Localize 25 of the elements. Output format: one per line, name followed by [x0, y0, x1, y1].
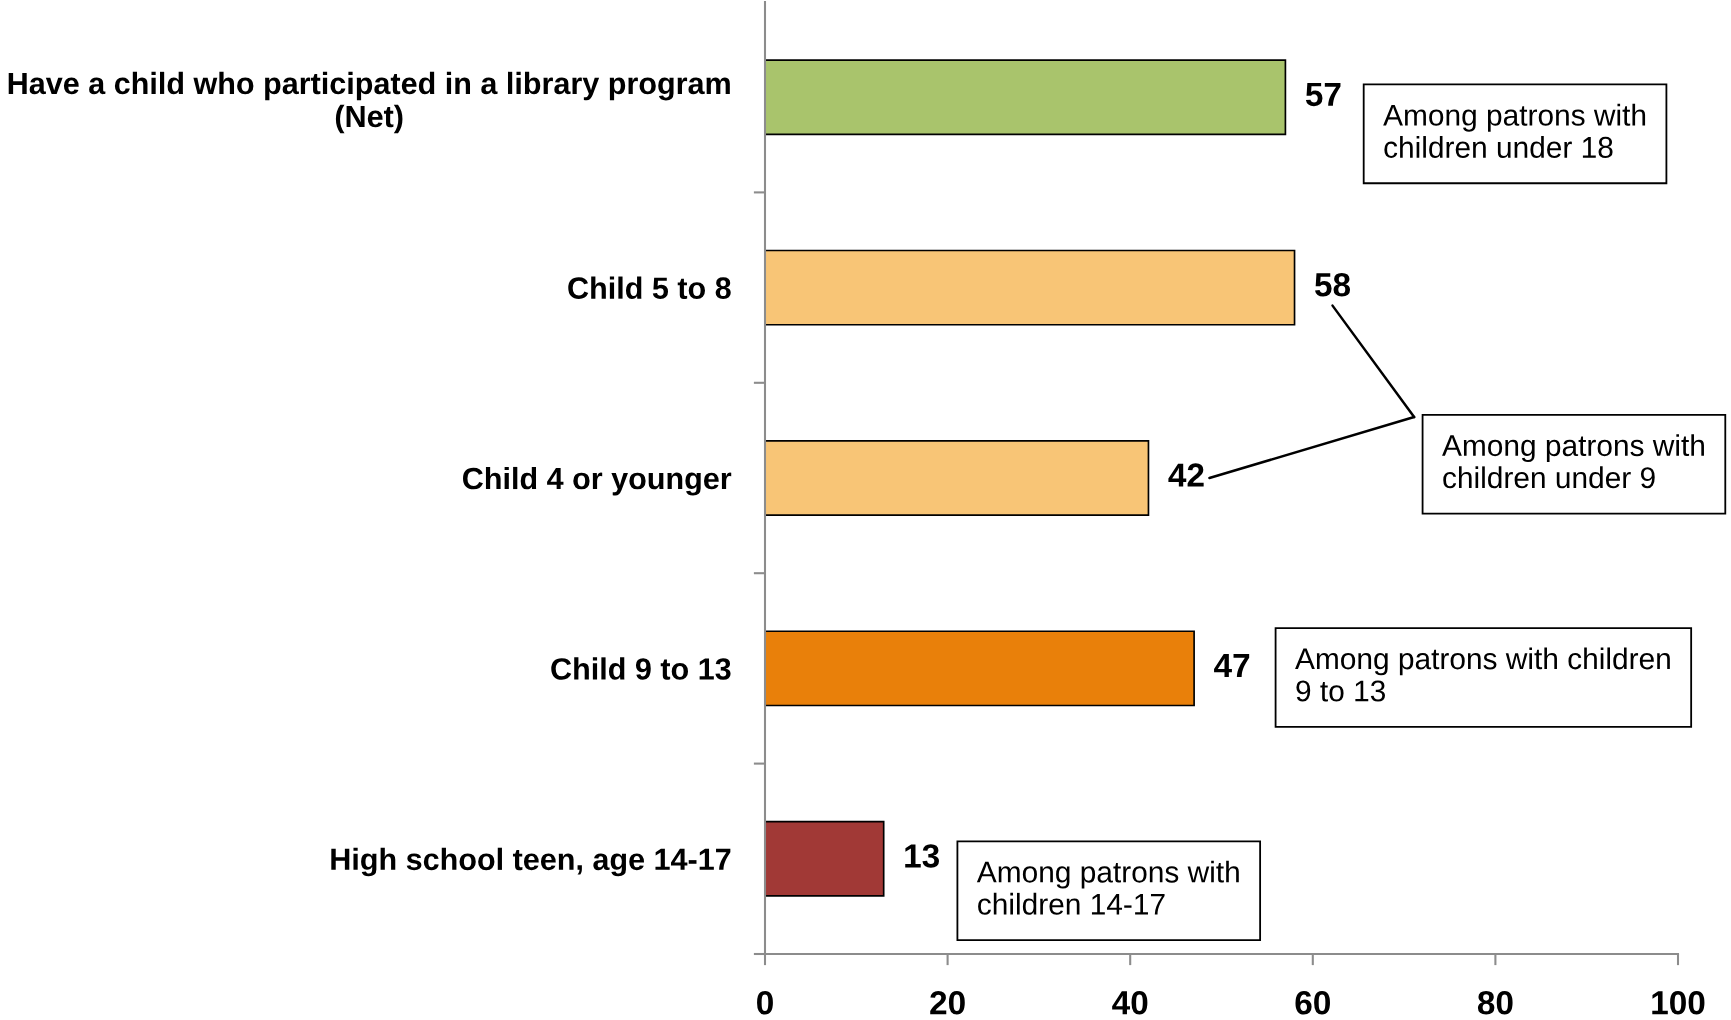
y-tick-label: Child 4 or younger — [463, 466, 732, 496]
x-tick-label: 40 — [1112, 990, 1148, 1015]
y-tick-label: Child 9 to 13 — [551, 657, 731, 680]
annotation: Among patrons with children under 9 — [1442, 434, 1704, 489]
data-label: 57 — [1305, 82, 1341, 107]
annotation: Among patrons with children 9 to 13 — [1295, 647, 1670, 702]
data-label: 42 — [1168, 463, 1204, 487]
bar — [765, 820, 885, 897]
bar — [765, 440, 1150, 516]
bar — [765, 249, 1296, 326]
x-tick-label: 60 — [1295, 990, 1330, 1015]
y-tick-label: High school teen, age 14-17 — [331, 847, 731, 877]
bar — [765, 59, 1287, 136]
bar — [765, 630, 1195, 707]
x-tick-label: 100 — [1652, 990, 1705, 1015]
x-tick-label: 0 — [757, 990, 773, 1015]
y-tick-label: Child 5 to 8 — [568, 276, 731, 299]
x-tick-label: 80 — [1477, 990, 1513, 1015]
data-label: 13 — [905, 844, 940, 868]
annotation: Among patrons with children 14-17 — [976, 860, 1239, 915]
data-label: 58 — [1315, 272, 1351, 297]
annotation: Among patrons with children under 18 — [1383, 103, 1646, 158]
data-label: 47 — [1214, 654, 1250, 678]
x-tick-label: 20 — [930, 990, 965, 1015]
y-tick-label: Have a child who participated in a library program (Net) — [8, 71, 730, 134]
